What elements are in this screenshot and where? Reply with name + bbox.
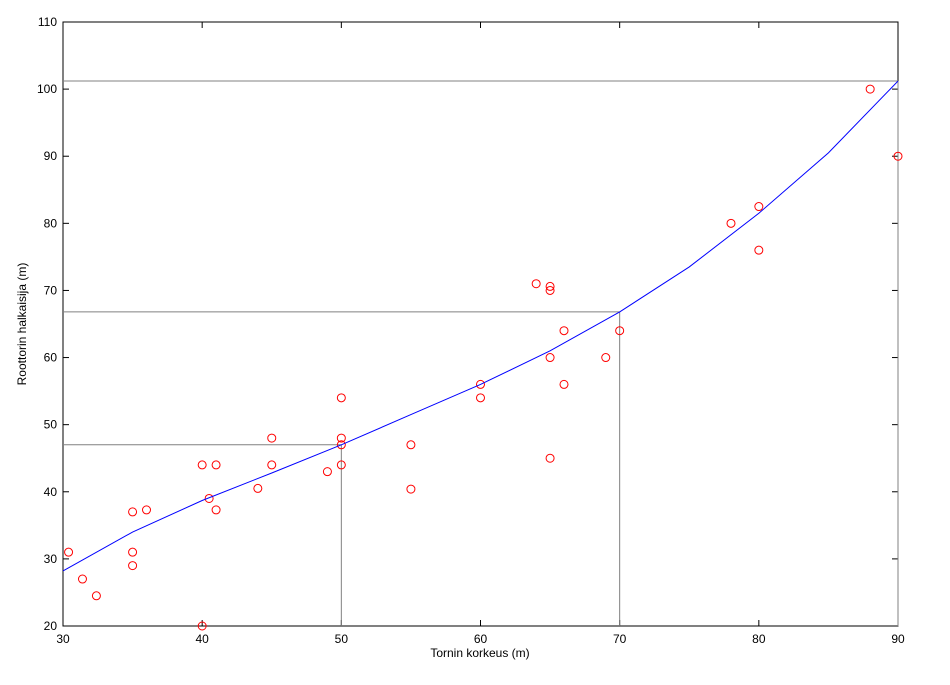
x-tick-label: 60 <box>474 632 488 646</box>
scatter-point <box>545 453 555 463</box>
scatter-point <box>336 393 346 403</box>
scatter-point <box>322 467 332 477</box>
plot-frame <box>62 21 899 627</box>
x-axis-label: Tornin korkeus (m) <box>430 646 529 660</box>
scatter-point <box>64 547 74 557</box>
scatter-point <box>128 507 138 517</box>
scatter-point <box>559 379 569 389</box>
scatter-point <box>336 433 346 443</box>
scatter-point <box>476 393 485 403</box>
scatter-point <box>559 326 569 336</box>
x-tick-label: 90 <box>891 632 905 646</box>
scatter-point <box>77 574 87 584</box>
scatter-point <box>253 483 263 493</box>
x-tick-label: 50 <box>335 632 349 646</box>
scatter-point <box>336 440 346 450</box>
scatter-point <box>545 285 555 295</box>
y-tick-label: 100 <box>37 82 57 96</box>
y-tick-label: 20 <box>44 619 58 633</box>
scatter-point <box>615 326 625 336</box>
scatter-point <box>91 591 101 601</box>
scatter-point <box>726 218 736 228</box>
y-tick-label: 50 <box>44 418 58 432</box>
y-tick-label: 110 <box>38 15 57 29</box>
scatter-point <box>128 547 138 557</box>
scatter-point <box>336 460 346 470</box>
scatter-point <box>406 484 416 494</box>
x-tick-label: 80 <box>752 632 766 646</box>
scatter-point <box>142 505 151 515</box>
scatter-point <box>267 433 277 443</box>
y-tick-label: 30 <box>44 552 58 566</box>
scatter-point <box>754 202 764 212</box>
scatter-point <box>545 281 555 291</box>
scatter-point <box>406 440 416 450</box>
scatter-point <box>211 505 221 515</box>
scatter-point <box>754 245 764 255</box>
y-tick-label: 90 <box>44 149 58 163</box>
y-tick-label: 60 <box>44 351 58 365</box>
scatter-point <box>545 353 555 363</box>
scatter-point <box>267 460 277 470</box>
fit-line <box>62 80 899 572</box>
x-tick-label: 30 <box>56 632 70 646</box>
x-tick-label: 70 <box>613 632 627 646</box>
scatter-point <box>531 279 541 289</box>
scatter-point <box>601 353 611 363</box>
y-tick-label: 70 <box>44 283 58 297</box>
x-tick-label: 40 <box>195 632 209 646</box>
y-tick-label: 80 <box>44 216 58 230</box>
scatter-point <box>204 493 214 503</box>
scatter-point <box>197 621 207 631</box>
scatter-point <box>476 379 485 389</box>
scatter-point <box>893 151 903 161</box>
scatter-point <box>197 460 207 470</box>
y-tick-label: 40 <box>44 485 58 499</box>
scatter-point <box>128 561 138 571</box>
y-axis-label: Roottorin halkaisija (m) <box>15 263 29 386</box>
scatter-point <box>865 84 875 94</box>
scatter-point <box>211 460 221 470</box>
